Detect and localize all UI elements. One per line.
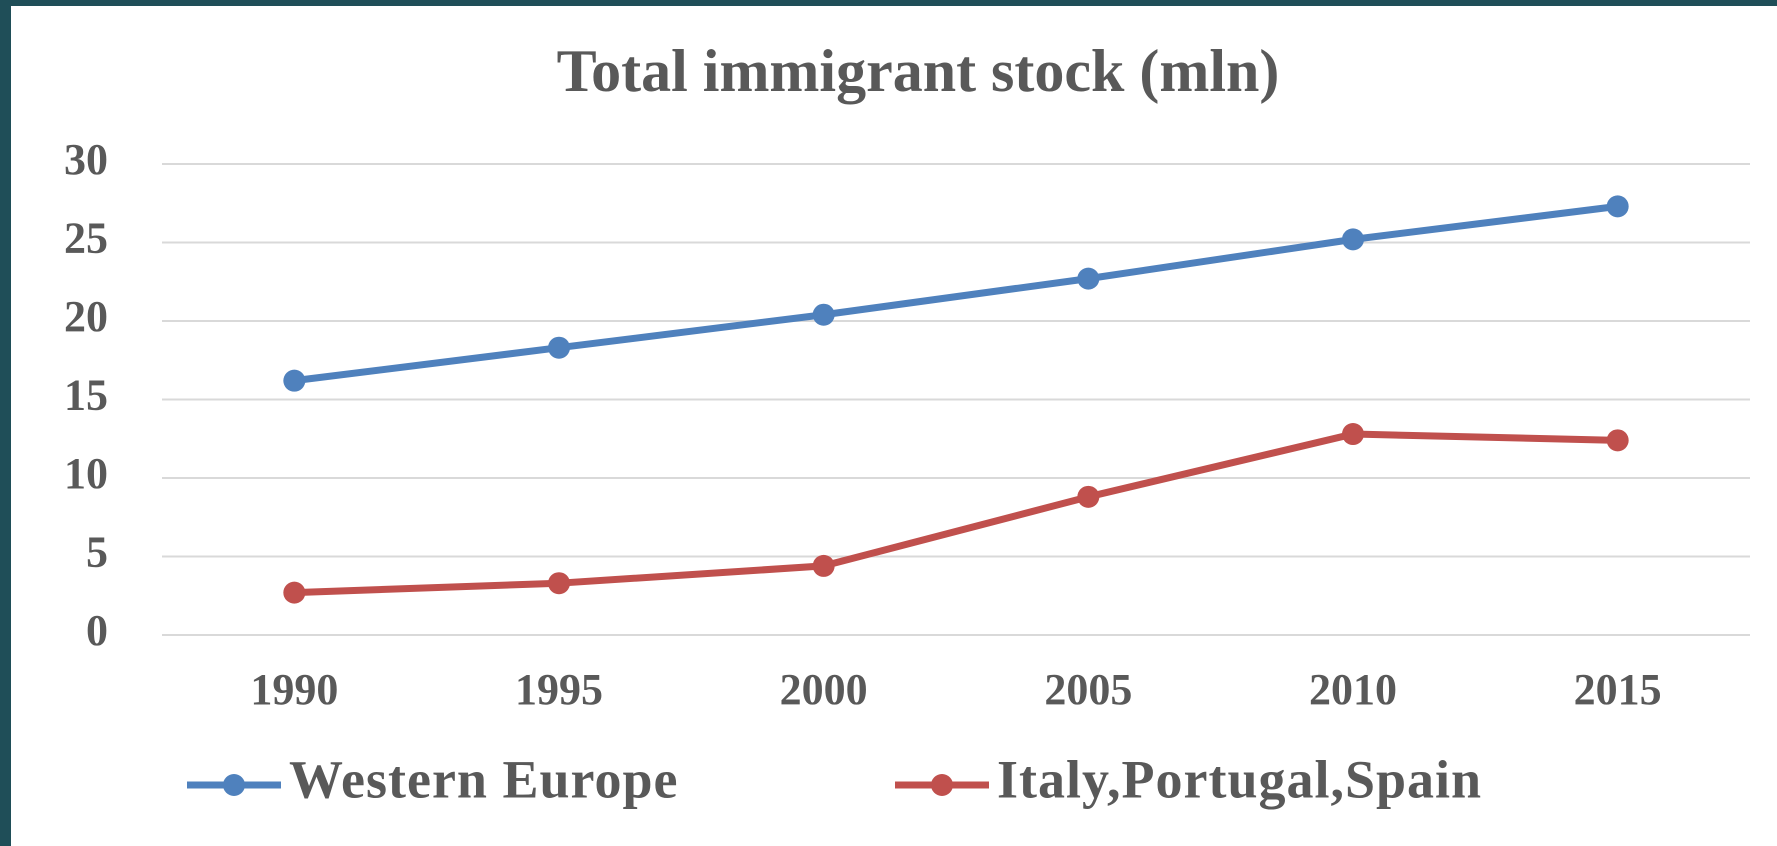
data-point <box>1606 429 1629 452</box>
y-tick-label: 0 <box>86 606 108 655</box>
y-tick-label: 25 <box>64 214 108 263</box>
legend-label: Italy,Portugal,Spain <box>997 749 1482 809</box>
data-point <box>1077 485 1100 508</box>
data-point <box>812 303 835 326</box>
data-point <box>812 554 835 577</box>
x-tick-label: 2010 <box>1309 665 1397 714</box>
series-line <box>293 202 1619 385</box>
x-tick-label: 1995 <box>515 665 603 714</box>
data-point <box>548 572 570 595</box>
data-point <box>1342 423 1364 446</box>
x-tick-label: 2015 <box>1574 665 1662 714</box>
chart-title: Total immigrant stock (mln) <box>557 38 1280 104</box>
data-point <box>1077 267 1100 290</box>
data-point <box>283 581 306 604</box>
chart-background <box>11 6 1777 846</box>
data-point <box>1606 195 1629 218</box>
y-tick-label: 30 <box>64 135 108 184</box>
data-point <box>548 336 570 359</box>
legend-marker <box>223 774 245 796</box>
legend-label: Western Europe <box>289 749 679 809</box>
x-tick-label: 2000 <box>780 665 868 714</box>
x-tick-label: 2005 <box>1044 665 1132 714</box>
y-tick-label: 5 <box>86 528 108 577</box>
y-tick-label: 10 <box>64 449 108 498</box>
data-point <box>1342 228 1364 251</box>
y-tick-label: 15 <box>64 371 108 420</box>
data-point <box>283 369 306 392</box>
legend-marker <box>931 774 953 796</box>
y-tick-label: 20 <box>64 292 108 341</box>
series-line <box>294 430 1618 597</box>
x-tick-label: 1990 <box>250 665 338 714</box>
